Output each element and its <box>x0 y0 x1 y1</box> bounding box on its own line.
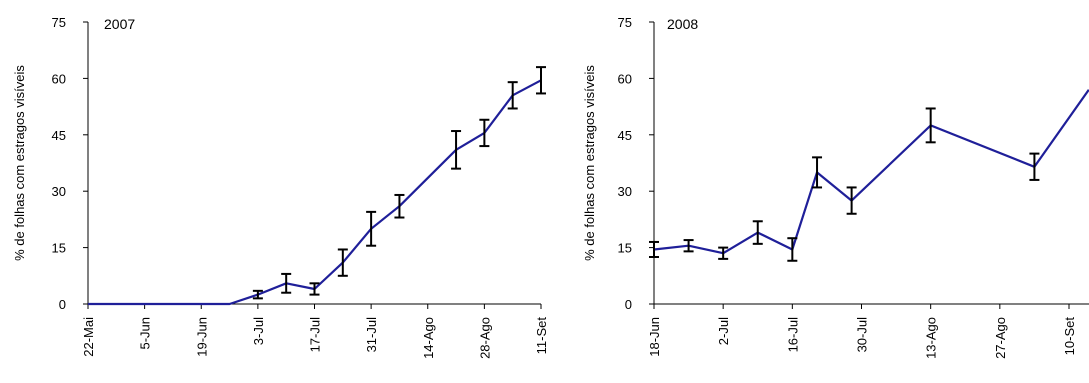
x-tick-label: 10-Set <box>1062 317 1077 356</box>
y-tick-label: 15 <box>52 241 66 256</box>
x-tick-label: 18-Jun <box>647 317 662 357</box>
y-tick-label: 0 <box>59 297 66 312</box>
x-tick-label: 16-Jul <box>785 317 800 353</box>
y-tick-label: 15 <box>618 241 632 256</box>
y-tick-label: 60 <box>52 71 66 86</box>
x-tick-label: 19-Jun <box>194 317 209 357</box>
x-tick-label: 31-Jul <box>364 317 379 353</box>
y-tick-label: 45 <box>618 128 632 143</box>
x-tick-label: 13-Ago <box>924 317 939 359</box>
series-line <box>88 79 542 306</box>
y-tick-label: 45 <box>52 128 66 143</box>
x-tick-label: 22-Mai <box>81 317 96 357</box>
chart-panel-2: 0 15 30 45 60 75 18-Jun 2-Jul 16-Jul 30-Jul 13-Ago… <box>582 15 1089 359</box>
x-tick-label: 2-Jul <box>716 317 731 345</box>
y-axis-title: % de folhas com estragos visíveis <box>582 65 597 261</box>
y-tick-label: 30 <box>52 184 66 199</box>
y-tick-label: 30 <box>618 184 632 199</box>
x-tick-label: 11-Set <box>534 317 549 355</box>
x-tick-label: 28-Ago <box>477 317 492 359</box>
y-tick-label: 75 <box>618 15 632 30</box>
y-axis-title: % de folhas com estragos visíveis <box>12 65 27 261</box>
x-tick-label: 14-Ago <box>421 317 436 359</box>
chart-panel-1: 0 15 30 45 60 75 22-Mai 5-Jun 19-Jun 3-Jul 17-Jul 3… <box>12 15 549 359</box>
x-tick-label: 3-Jul <box>251 317 266 345</box>
x-tick-label: 17-Jul <box>308 317 323 353</box>
series-line <box>653 89 1089 255</box>
year-annotation: 2008 <box>667 16 698 32</box>
y-tick-label: 75 <box>52 15 66 30</box>
x-tick-label: 5-Jun <box>138 317 153 350</box>
y-tick-label: 60 <box>618 71 632 86</box>
x-tick-label: 30-Jul <box>855 317 870 353</box>
year-annotation: 2007 <box>104 16 135 32</box>
x-tick-label: 27-Ago <box>993 317 1008 359</box>
y-tick-label: 0 <box>625 297 632 312</box>
